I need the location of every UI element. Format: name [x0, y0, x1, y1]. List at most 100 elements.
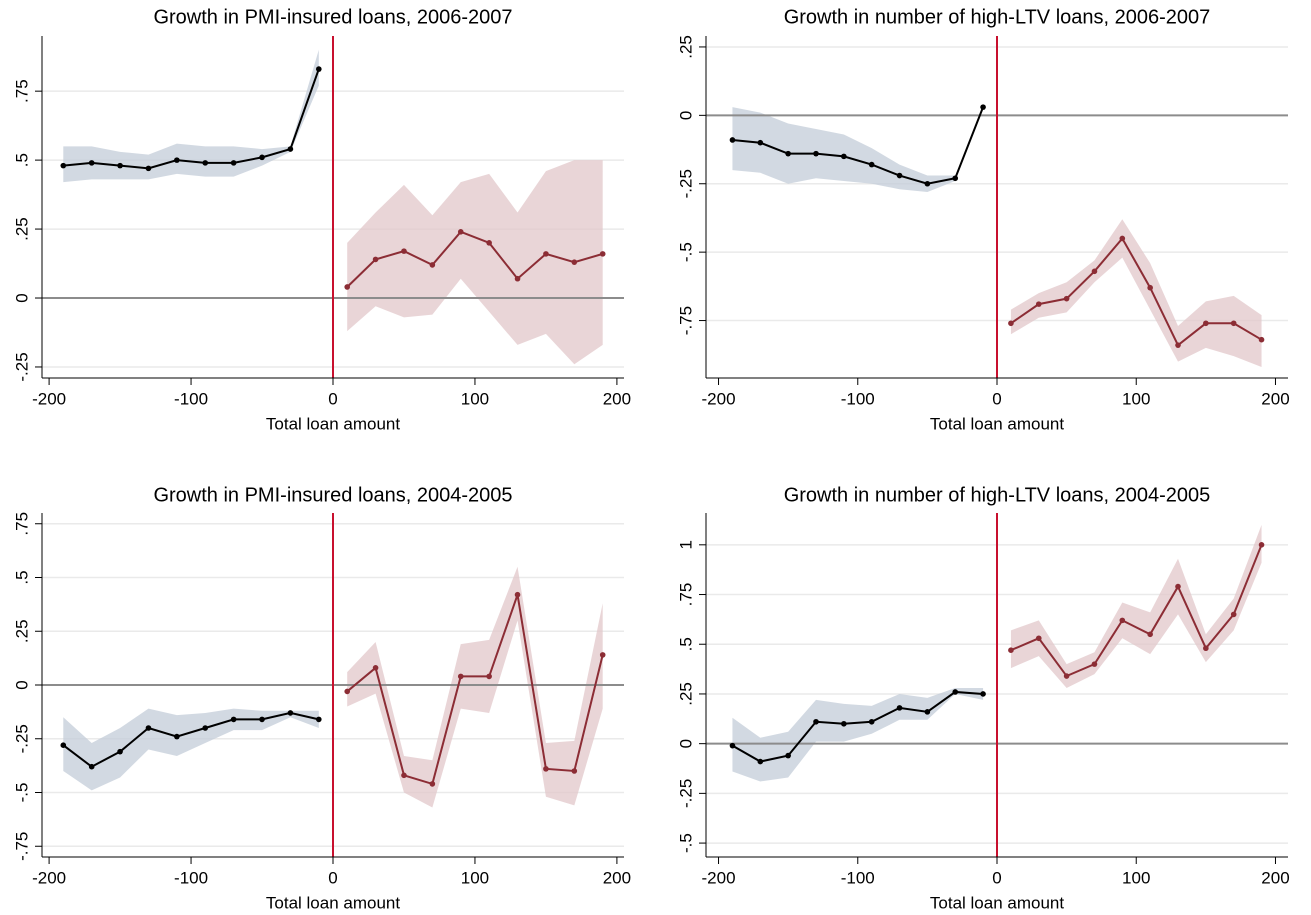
- point: [1119, 235, 1126, 242]
- point: [60, 742, 67, 748]
- confidence-band: [732, 107, 956, 192]
- x-tick-label: 100: [1122, 868, 1150, 887]
- x-axis-label: Total loan amount: [930, 414, 1064, 433]
- point: [1035, 301, 1042, 307]
- series-line: [731, 690, 984, 763]
- point: [117, 748, 123, 755]
- x-axis-label: Total loan amount: [266, 414, 400, 433]
- point: [729, 137, 736, 143]
- panel: Growth in PMI-insured loans, 2004-2005 -.…: [12, 484, 631, 912]
- point: [571, 768, 578, 774]
- point: [785, 150, 791, 157]
- confidence-band: [732, 687, 984, 782]
- y-tick-label: 0: [676, 111, 695, 120]
- x-tick-label: 100: [461, 868, 489, 887]
- x-tick-label: -200: [32, 389, 66, 408]
- point: [230, 160, 237, 166]
- y-tick-label: -.5: [12, 783, 31, 803]
- confidence-band: [1010, 219, 1262, 368]
- x-tick-label: -100: [174, 868, 208, 887]
- x-tick-label: -100: [174, 389, 208, 408]
- point: [372, 665, 379, 671]
- point: [1063, 295, 1070, 302]
- point: [259, 716, 265, 723]
- confidence-band: [347, 160, 603, 365]
- point: [514, 591, 521, 598]
- point: [952, 175, 959, 182]
- x-tick-label: 200: [1261, 868, 1289, 887]
- point: [1258, 542, 1265, 548]
- y-tick-label: .75: [676, 583, 695, 607]
- series-line: [732, 106, 985, 185]
- x-tick-label: 100: [1122, 389, 1150, 408]
- x-tick-label: -200: [702, 389, 736, 408]
- x-tick-label: 200: [603, 389, 631, 408]
- y-tick-label: -.25: [676, 169, 695, 198]
- x-tick-label: -100: [841, 868, 875, 887]
- point: [486, 673, 492, 680]
- point: [813, 150, 819, 157]
- point: [202, 725, 209, 731]
- point: [401, 772, 407, 779]
- y-tick-label: -.25: [12, 352, 31, 381]
- point: [145, 725, 152, 731]
- y-tick-label: .25: [676, 682, 695, 706]
- point: [316, 716, 322, 723]
- point: [344, 688, 350, 695]
- confidence-band: [63, 49, 319, 183]
- point: [117, 162, 123, 169]
- point: [1175, 583, 1181, 590]
- point: [174, 733, 180, 740]
- panel: Growth in PMI-insured loans, 2006-2007 -.…: [12, 6, 631, 433]
- x-tick-label: -200: [32, 868, 66, 887]
- y-tick-label: .25: [12, 217, 31, 241]
- point: [952, 689, 959, 695]
- point: [514, 275, 521, 282]
- point: [543, 251, 549, 257]
- point: [372, 256, 379, 263]
- x-axis-label: Total loan amount: [266, 893, 400, 912]
- point: [785, 752, 791, 759]
- series-line: [1010, 544, 1263, 678]
- series-line: [346, 594, 604, 786]
- point: [457, 229, 464, 235]
- point: [841, 720, 847, 727]
- y-tick-label: .5: [12, 153, 31, 167]
- point: [1203, 645, 1209, 652]
- x-tick-label: 200: [603, 868, 631, 887]
- panel: Growth in number of high-LTV loans, 2006…: [676, 6, 1289, 433]
- panel-title: Growth in number of high-LTV loans, 2006…: [784, 6, 1211, 28]
- point: [868, 718, 875, 725]
- x-tick-label: 0: [328, 389, 337, 408]
- point: [1063, 673, 1070, 679]
- y-tick-label: .25: [676, 35, 695, 59]
- x-tick-label: 200: [1261, 389, 1289, 408]
- point: [1203, 320, 1209, 327]
- y-tick-label: .5: [676, 637, 695, 651]
- point: [344, 284, 350, 290]
- point: [1258, 336, 1265, 343]
- point: [1008, 647, 1014, 654]
- point: [145, 165, 152, 172]
- point: [259, 154, 265, 161]
- point: [60, 162, 67, 169]
- point: [1147, 631, 1153, 638]
- y-tick-label: -.25: [12, 724, 31, 753]
- point: [729, 742, 736, 749]
- panel-title: Growth in PMI-insured loans, 2006-2007: [153, 6, 512, 28]
- y-tick-label: -.25: [676, 779, 695, 808]
- point: [1091, 661, 1098, 667]
- series-line: [1010, 236, 1263, 347]
- series-line: [62, 711, 320, 768]
- y-tick-label: 0: [12, 680, 31, 689]
- point: [88, 763, 95, 770]
- point: [543, 766, 549, 772]
- y-tick-label: 1: [676, 540, 695, 549]
- y-tick-label: .5: [12, 570, 31, 584]
- panel-title: Growth in PMI-insured loans, 2004-2005: [153, 484, 512, 506]
- y-tick-label: 0: [12, 293, 31, 302]
- point: [429, 781, 436, 787]
- confidence-band: [63, 708, 319, 791]
- point: [316, 66, 322, 72]
